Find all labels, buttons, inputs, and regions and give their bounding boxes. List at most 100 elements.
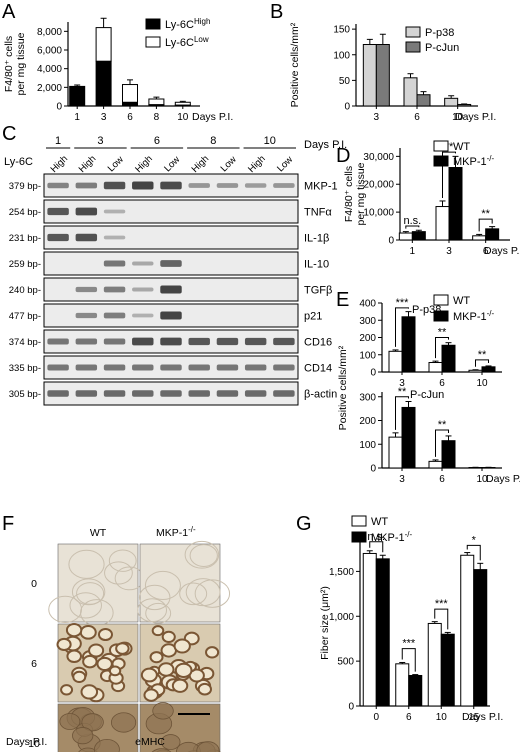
bar-wt-10: [427, 622, 442, 707]
gel-band: [75, 286, 98, 293]
x-tick-label: 10: [476, 474, 488, 485]
gene-label: IL-1β: [304, 233, 329, 245]
legend-label: Ly-6CLow: [165, 35, 209, 49]
y-tick-label: 200: [359, 416, 376, 427]
x-tick-label: 6: [439, 378, 445, 389]
gel-band: [188, 183, 210, 188]
muscle-fiber: [197, 682, 213, 696]
row-label-day: 6: [31, 658, 37, 670]
y-tick-label: 0: [56, 102, 62, 113]
gel-band: [47, 364, 69, 371]
significance-bracket: [405, 225, 420, 229]
lane-label: High: [190, 153, 212, 175]
y-axis-label: Fiber size (μm²): [319, 586, 331, 660]
gel-band: [103, 235, 126, 240]
muscle-fiber: [138, 584, 171, 611]
panel-label-g: G: [296, 513, 312, 535]
muscle-fiber: [140, 667, 158, 683]
gel-band: [160, 181, 182, 190]
band-size-label: 259 bp-: [9, 259, 41, 270]
y-tick-label: 30,000: [363, 152, 394, 163]
y-axis-label-shared: Positive cells/mm²: [337, 345, 349, 430]
muscle-fiber: [143, 688, 159, 702]
stain-label-emhc: eMHC: [135, 736, 165, 748]
y-axis-label: F4/80⁺ cells: [3, 36, 15, 92]
gene-label: p21: [304, 311, 322, 323]
x-tick-label: 10: [436, 712, 448, 723]
x-tick-label: 10: [452, 112, 464, 123]
gel-band: [75, 364, 98, 371]
chart-d: 0 10,000 20,000 30,000 1 3 6 n.s. ** ** Days P.I. F…: [343, 140, 520, 257]
bar-wt-6: [428, 362, 443, 373]
y-tick-label: 1,000: [329, 612, 354, 623]
gel-band: [216, 364, 239, 371]
muscle-fiber: [88, 643, 105, 658]
gel-band: [75, 312, 98, 319]
muscle-fiber: [111, 712, 137, 733]
bar-mkp1-3: [401, 406, 416, 469]
chart-a: 0 2,000 4,000 6,000 8,000 1 3 6 8 10 Days P.I. F4/8…: [3, 17, 233, 123]
significance-label: **: [481, 208, 490, 220]
days-label-bottom: Days P.I.: [6, 736, 47, 748]
significance-bracket: [435, 429, 449, 457]
bar-wt-6: [428, 460, 443, 469]
muscle-fiber: [160, 734, 181, 750]
muscle-fiber: [72, 670, 87, 683]
legend-swatch: [405, 41, 421, 53]
gel-band: [103, 390, 126, 397]
y-tick-label: 400: [359, 299, 376, 310]
legend-swatch: [433, 140, 449, 152]
legend-swatch: [351, 515, 367, 527]
bar-mkp1-6: [441, 440, 456, 469]
muscle-fiber: [151, 748, 172, 752]
bar-mkp1-6: [408, 674, 423, 707]
bar-wt-6: [472, 235, 487, 241]
muscle-fiber: [179, 582, 208, 606]
gel-band: [216, 337, 239, 346]
x-tick-label: 3: [374, 112, 380, 123]
day-label: 6: [154, 135, 160, 147]
significance-bracket: [395, 396, 409, 430]
y-tick-label: 150: [333, 25, 350, 36]
bar-mkp1-10: [481, 366, 496, 373]
muscle-fiber: [59, 713, 81, 730]
legend-label: WT: [371, 516, 388, 528]
x-axis-label: Days P.I.: [462, 711, 503, 723]
bar-wt-6: [395, 663, 410, 707]
y-tick-label: 500: [337, 657, 354, 668]
band-size-label: 240 bp-: [9, 285, 41, 296]
gel-band: [132, 313, 154, 318]
x-tick-label: 10: [177, 112, 189, 123]
x-tick-label: 6: [406, 712, 412, 723]
legend-label: Ly-6CHigh: [165, 17, 210, 31]
gel-band: [273, 364, 295, 371]
legend-label: MKP-1-/-: [371, 530, 413, 544]
lane-label: High: [133, 153, 155, 175]
muscle-fiber: [81, 713, 104, 732]
muscle-fiber: [137, 598, 168, 623]
gel-band: [103, 209, 126, 214]
legend-swatch: [405, 26, 421, 38]
x-tick-label: 3: [446, 246, 452, 257]
muscle-fiber: [151, 625, 165, 637]
significance-bracket: [475, 359, 489, 367]
muscle-fiber: [76, 582, 105, 605]
significance-bracket: [434, 608, 449, 630]
bar-pcjun-10: [457, 103, 472, 107]
gel-band: [216, 183, 239, 188]
gel-band: [75, 233, 98, 242]
gel-band: [188, 390, 210, 397]
muscle-fiber: [196, 741, 220, 752]
y-tick-label: 0: [348, 702, 354, 713]
gel-band: [47, 207, 69, 216]
legend-swatch: [433, 310, 449, 322]
muscle-fiber: [80, 684, 99, 700]
muscle-fiber: [152, 702, 174, 720]
y-tick-label: 100: [359, 350, 376, 361]
gel-band: [244, 337, 267, 346]
bar-high-1: [69, 85, 86, 107]
